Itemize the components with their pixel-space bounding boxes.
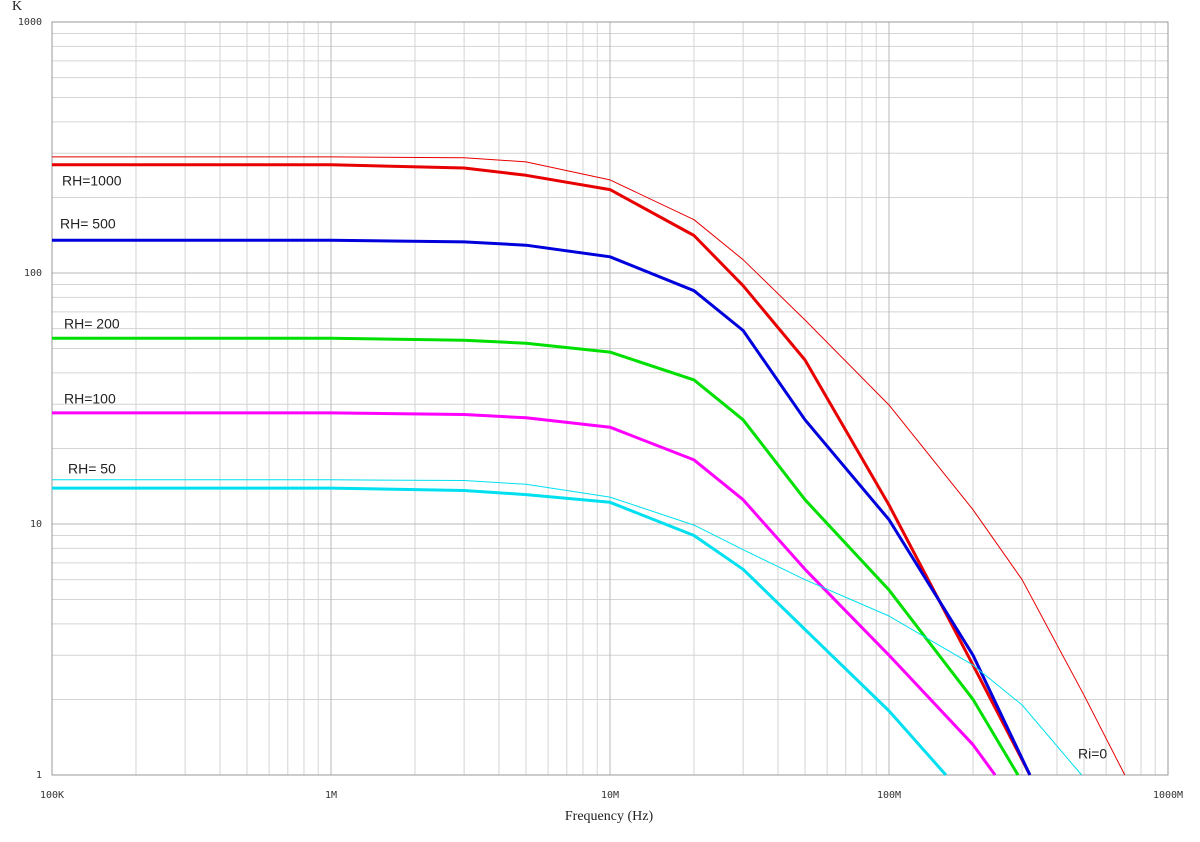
- series-line: [52, 411, 997, 776]
- y-tick-label: 1: [36, 770, 42, 781]
- x-tick-label: 100M: [877, 790, 901, 801]
- x-axis-label: Frequency (Hz): [565, 809, 654, 824]
- curve-label: RH= 50: [68, 461, 116, 477]
- x-tick-label: 10M: [601, 790, 619, 801]
- x-tick-label: 100K: [40, 790, 64, 801]
- series-line: [52, 336, 1020, 776]
- curve-label: RH= 200: [64, 316, 120, 332]
- y-axis-label: K: [12, 0, 22, 14]
- series-line: [52, 163, 1032, 776]
- series-line: [52, 238, 1032, 776]
- curve-label: RH=1000: [62, 173, 122, 189]
- curve-label: RH=100: [64, 391, 116, 407]
- series-line: [52, 486, 948, 776]
- series-line: [52, 479, 1082, 776]
- x-tick-label: 1000M: [1153, 790, 1183, 801]
- x-tick-label: 1M: [325, 790, 337, 801]
- y-tick-label: 100: [24, 268, 42, 279]
- curve-label: Ri=0: [1078, 746, 1107, 762]
- y-tick-label: 10: [30, 519, 42, 530]
- y-tick-label: 1000: [18, 17, 42, 28]
- plot-frame: [51, 21, 1169, 776]
- series-line: [52, 156, 1126, 776]
- curve-label: RH= 500: [60, 216, 116, 232]
